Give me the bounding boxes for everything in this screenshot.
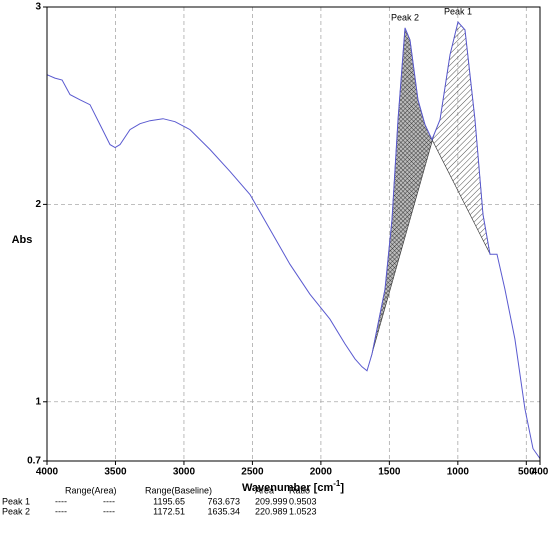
y-tick-label: 0.7: [27, 456, 41, 467]
table-cell: Peak 1: [2, 496, 30, 506]
spectrum-line: [46, 20, 541, 459]
plot-frame: [46, 6, 541, 462]
table-header: Ratio: [289, 485, 310, 495]
x-tick-label: 3000: [173, 467, 196, 478]
table-cell: 1635.34: [207, 506, 240, 516]
x-tick-label: 3500: [104, 467, 127, 478]
peak-area: [370, 27, 435, 358]
x-tick-label: 500: [518, 467, 535, 478]
x-axis-label-sup: -1: [333, 479, 341, 488]
table-cell: Peak 2: [2, 506, 30, 516]
table-cell: ----: [103, 506, 115, 516]
table-cell: 1195.65: [153, 496, 185, 506]
y-tick-label: 1: [35, 396, 41, 407]
x-axis-label: Wavenumber [cm-1]: [242, 479, 344, 494]
x-tick-label: 4000: [36, 467, 59, 478]
x-axis-label-close: ]: [340, 482, 344, 494]
table-cell: ----: [55, 506, 67, 516]
table-cell: 209.999: [255, 496, 288, 506]
x-tick-label: 2000: [310, 467, 333, 478]
peak-area: [430, 21, 491, 255]
table-header: Range(Area): [65, 485, 117, 495]
x-tick-label: 1500: [378, 467, 401, 478]
y-tick-label: 3: [35, 2, 41, 13]
peak-label: Peak 2: [391, 12, 419, 22]
table-cell: 0.9503: [289, 496, 317, 506]
table-cell: ----: [55, 496, 67, 506]
x-axis-label-text: Wavenumber [cm: [242, 482, 334, 494]
table-cell: 1172.51: [153, 506, 185, 516]
table-cell: 763.673: [207, 496, 240, 506]
table-cell: 1.0523: [289, 506, 317, 516]
x-tick-label: 1000: [447, 467, 470, 478]
y-axis-label: Abs: [12, 234, 33, 246]
y-tick-label: 2: [35, 199, 41, 210]
x-tick-label: 400: [532, 467, 549, 478]
peak-label: Peak 1: [444, 6, 472, 16]
table-cell: 220.989: [255, 506, 288, 516]
table-header: Area: [255, 485, 274, 495]
x-tick-label: 2500: [241, 467, 264, 478]
table-cell: ----: [103, 496, 115, 506]
table-header: Range(Baseline): [145, 485, 212, 495]
